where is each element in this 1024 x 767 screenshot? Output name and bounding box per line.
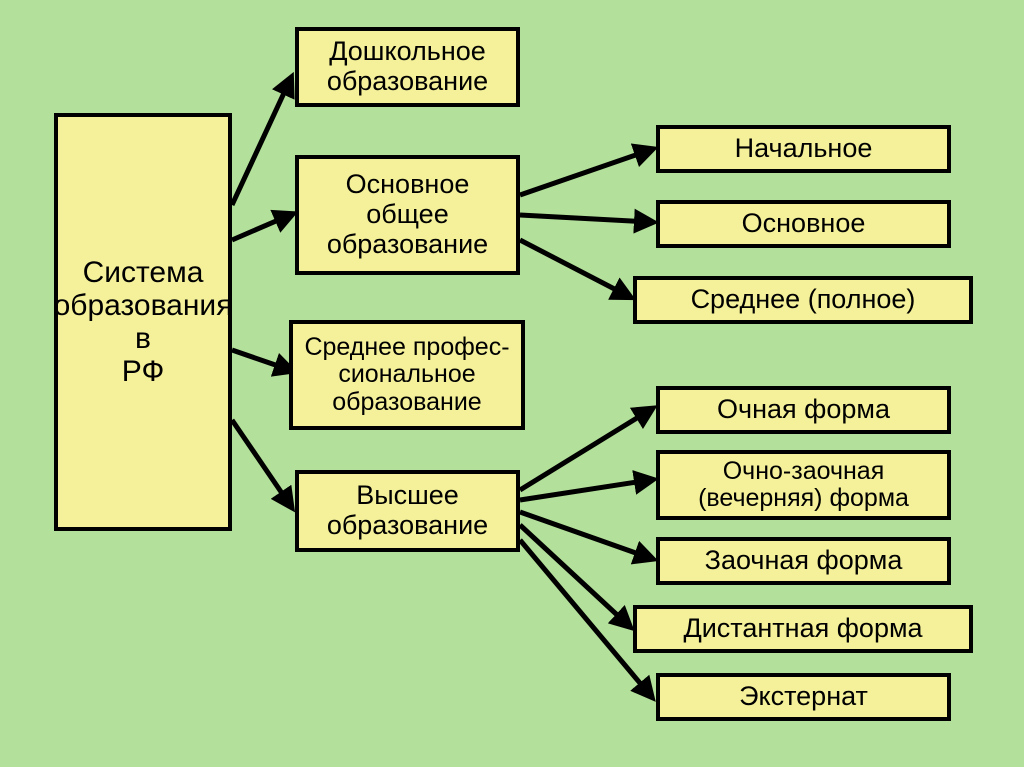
edge-3 (232, 420, 290, 505)
node-c4b: Очно-заочная (вечерняя) форма (656, 450, 951, 520)
node-n2: Основное общее образование (295, 155, 520, 275)
node-c2a: Начальное (656, 125, 951, 173)
node-c4c: Заочная форма (656, 537, 951, 585)
edge-0 (232, 80, 290, 205)
edge-2 (232, 350, 290, 370)
edge-11 (520, 540, 650, 695)
node-c4a: Очная форма (656, 386, 951, 434)
node-c4d: Дистантная форма (633, 605, 973, 653)
edge-7 (520, 410, 650, 490)
edge-10 (520, 525, 628, 625)
edge-8 (520, 480, 650, 500)
node-n1: Дошкольное образование (295, 27, 520, 107)
node-root: Система образования в РФ (54, 113, 232, 531)
edge-5 (520, 215, 650, 222)
edge-1 (232, 215, 290, 240)
node-c2c: Среднее (полное) (633, 276, 973, 324)
node-n3: Среднее профес- сиональное образование (289, 320, 525, 430)
edge-6 (520, 240, 628, 296)
node-c4e: Экстернат (656, 673, 951, 721)
edge-9 (520, 512, 650, 558)
node-n4: Высшее образование (295, 470, 520, 552)
edge-4 (520, 150, 650, 195)
node-c2b: Основное (656, 200, 951, 248)
